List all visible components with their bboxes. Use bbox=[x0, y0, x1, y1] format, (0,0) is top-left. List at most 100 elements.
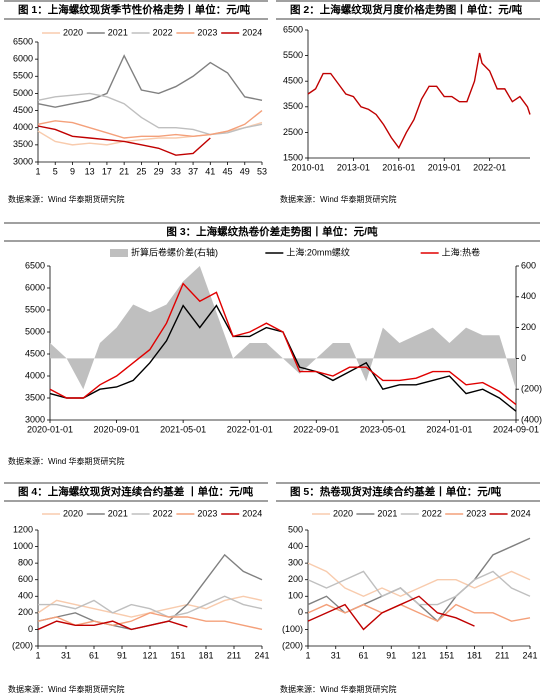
line-series bbox=[37, 92, 263, 136]
y2-tick-label: (400) bbox=[521, 414, 542, 424]
y2-tick-label: 400 bbox=[521, 291, 536, 301]
legend-label: 上海:20mm螺纹 bbox=[286, 246, 350, 257]
y2-tick-label: 0 bbox=[521, 353, 526, 363]
legend-label: 2020 bbox=[63, 508, 83, 518]
line-series bbox=[307, 603, 531, 622]
line-series bbox=[37, 553, 263, 631]
x-tick-label: 2022-01-01 bbox=[227, 424, 273, 434]
x-tick-label: 33 bbox=[171, 166, 181, 176]
y2-tick-label: 200 bbox=[521, 322, 536, 332]
y-tick-label: 100 bbox=[288, 591, 303, 601]
x-tick-label: 61 bbox=[358, 650, 368, 660]
x-tick-label: 121 bbox=[142, 650, 157, 660]
y-tick-label: 5500 bbox=[283, 50, 303, 60]
y-tick-label: 3500 bbox=[25, 392, 45, 402]
legend-label: 2024 bbox=[511, 508, 531, 518]
y2-tick-label: (200) bbox=[521, 384, 542, 394]
legend-label: 2021 bbox=[108, 27, 128, 37]
legend-label: 2023 bbox=[197, 508, 217, 518]
y-tick-label: (200) bbox=[282, 640, 303, 650]
line-series bbox=[37, 110, 263, 139]
y-tick-label: 5000 bbox=[13, 88, 33, 98]
y-tick-label: 3500 bbox=[283, 101, 303, 111]
legend-label: 2023 bbox=[466, 508, 486, 518]
x-tick-label: 211 bbox=[495, 650, 509, 660]
line-series bbox=[37, 121, 263, 146]
y-tick-label: 600 bbox=[18, 574, 33, 584]
y-tick-label: (100) bbox=[282, 624, 303, 634]
y-tick-label: 200 bbox=[18, 607, 33, 617]
x-tick-label: 61 bbox=[89, 650, 99, 660]
x-tick-label: 211 bbox=[227, 650, 241, 660]
y-tick-label: 6000 bbox=[25, 282, 45, 292]
line-series bbox=[307, 52, 531, 150]
x-tick-label: 49 bbox=[240, 166, 250, 176]
y-tick-label: 3500 bbox=[13, 139, 33, 149]
y-tick-label: 6500 bbox=[25, 260, 45, 270]
legend-label: 2021 bbox=[377, 508, 397, 518]
x-tick-label: 5 bbox=[53, 166, 58, 176]
x-tick-label: 91 bbox=[386, 650, 396, 660]
chart-title: 图 1：上海螺纹现货季节性价格走势丨单位：元/吨 bbox=[18, 3, 251, 16]
x-tick-label: 2021-05-01 bbox=[160, 424, 206, 434]
legend-label: 上海:热卷 bbox=[442, 246, 481, 257]
source-note: 数据来源：Wind 华泰期货研究院 bbox=[280, 194, 396, 204]
y-tick-label: 0 bbox=[28, 624, 33, 634]
y-tick-label: 6500 bbox=[283, 24, 303, 34]
x-tick-label: 1 bbox=[35, 166, 40, 176]
legend-label: 2024 bbox=[242, 27, 262, 37]
y-tick-label: 1500 bbox=[283, 152, 303, 162]
y-tick-label: 6000 bbox=[13, 54, 33, 64]
y-tick-label: 4000 bbox=[25, 370, 45, 380]
legend-label: 折算后卷螺价差(右轴) bbox=[131, 246, 218, 257]
x-tick-label: 37 bbox=[188, 166, 198, 176]
legend-label: 2023 bbox=[197, 27, 217, 37]
x-tick-label: 181 bbox=[198, 650, 213, 660]
x-tick-label: 9 bbox=[70, 166, 75, 176]
legend-label: 2022 bbox=[422, 508, 442, 518]
legend-label: 2022 bbox=[153, 27, 173, 37]
x-tick-label: 31 bbox=[331, 650, 341, 660]
legend-label: 2020 bbox=[333, 508, 353, 518]
y-tick-label: 800 bbox=[18, 558, 33, 568]
legend-label: 2022 bbox=[153, 508, 173, 518]
source-note: 数据来源：Wind 华泰期货研究院 bbox=[8, 456, 124, 466]
line-series bbox=[38, 595, 263, 618]
y-tick-label: 1200 bbox=[13, 524, 33, 534]
x-tick-label: 2024-01-01 bbox=[426, 424, 472, 434]
y-tick-label: 4000 bbox=[13, 122, 33, 132]
y-tick-label: 2500 bbox=[283, 127, 303, 137]
legend-label: 2020 bbox=[63, 27, 83, 37]
y-tick-label: 5500 bbox=[13, 71, 33, 81]
x-tick-label: 2020-01-01 bbox=[27, 424, 73, 434]
y-tick-label: 6500 bbox=[13, 36, 33, 46]
y-tick-label: 200 bbox=[288, 574, 303, 584]
x-tick-label: 2020-09-01 bbox=[94, 424, 140, 434]
x-tick-label: 31 bbox=[61, 650, 71, 660]
x-tick-label: 241 bbox=[254, 650, 269, 660]
x-tick-label: 41 bbox=[205, 166, 215, 176]
x-tick-label: 13 bbox=[85, 166, 95, 176]
y-tick-label: 4500 bbox=[283, 76, 303, 86]
y-tick-label: (200) bbox=[12, 640, 33, 650]
y-tick-label: 400 bbox=[288, 541, 303, 551]
source-note: 数据来源：Wind 华泰期货研究院 bbox=[8, 194, 124, 204]
area-series bbox=[50, 266, 516, 390]
x-tick-label: 45 bbox=[223, 166, 233, 176]
x-tick-label: 1 bbox=[305, 650, 310, 660]
line-series bbox=[37, 125, 211, 156]
x-tick-label: 1 bbox=[35, 650, 40, 660]
y-tick-label: 5000 bbox=[25, 326, 45, 336]
source-note: 数据来源：Wind 华泰期货研究院 bbox=[280, 684, 396, 694]
x-tick-label: 181 bbox=[467, 650, 482, 660]
x-tick-label: 2016-01 bbox=[382, 162, 415, 172]
y-tick-label: 400 bbox=[18, 591, 33, 601]
line-series bbox=[37, 612, 263, 631]
chart-title: 图 3：上海螺纹热卷价差走势图丨单位：元/吨 bbox=[166, 225, 378, 238]
y-tick-label: 3000 bbox=[13, 156, 33, 166]
x-tick-label: 21 bbox=[119, 166, 129, 176]
y2-tick-label: 600 bbox=[521, 260, 536, 270]
x-tick-label: 2022-09-01 bbox=[293, 424, 339, 434]
x-tick-label: 29 bbox=[154, 166, 164, 176]
